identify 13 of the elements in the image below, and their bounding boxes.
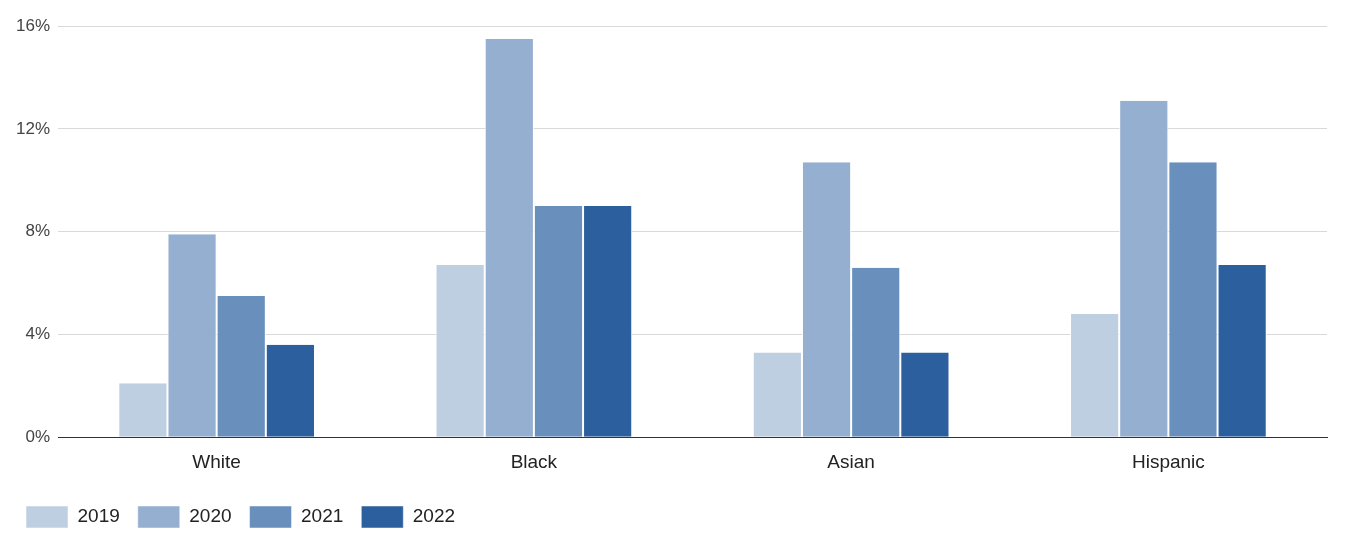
x-tick-label: White [192, 450, 241, 472]
x-tick-label: Asian [827, 450, 875, 472]
legend-label: 2021 [301, 505, 344, 527]
y-tick-label: 16% [15, 15, 51, 35]
y-tick-label: 4% [25, 324, 51, 344]
legend-label: 2020 [189, 505, 232, 527]
x-tick-label: Black [510, 450, 558, 472]
x-tick-label: Hispanic [1131, 450, 1205, 472]
legend-label: 2022 [412, 505, 456, 527]
legend-label: 2019 [77, 505, 120, 527]
y-tick-label: 8% [25, 221, 51, 241]
y-tick-label: 12% [15, 118, 51, 138]
y-tick-label: 0% [25, 426, 51, 446]
